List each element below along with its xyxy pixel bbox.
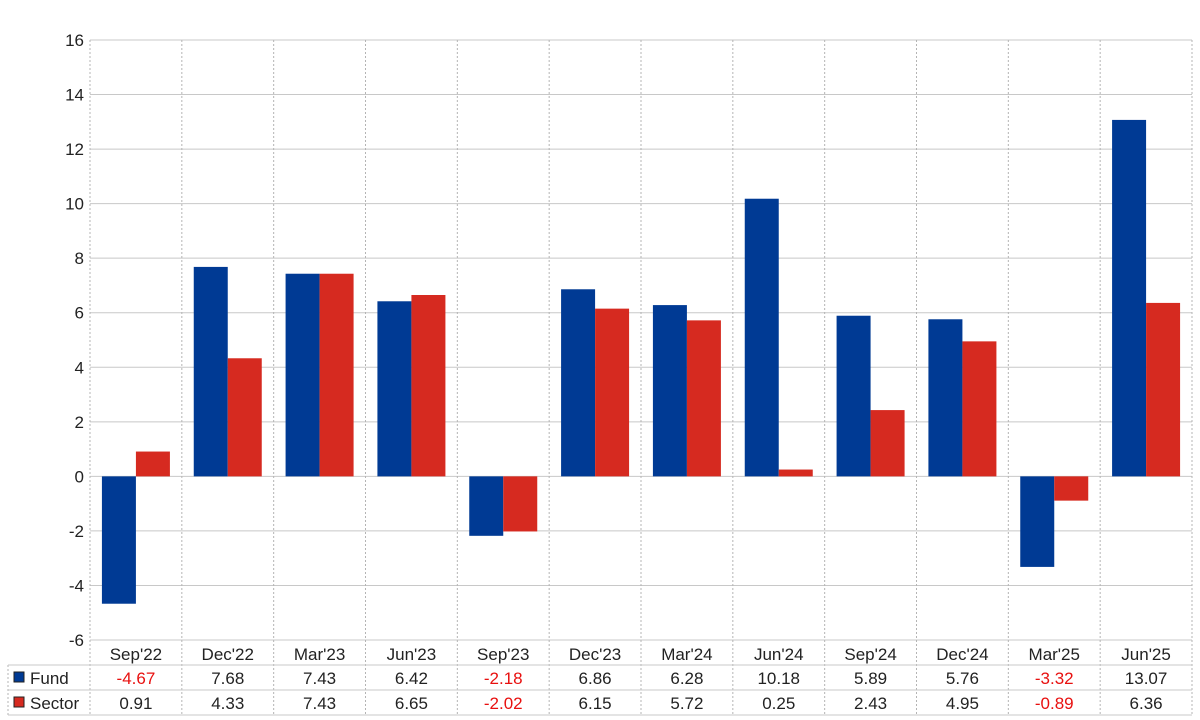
y-tick-label: 4 — [75, 358, 84, 377]
category-label: Sep'24 — [844, 645, 896, 664]
table-cell: 7.43 — [303, 669, 336, 688]
table-cell: 0.91 — [119, 694, 152, 713]
bar-sector-10 — [1054, 476, 1089, 501]
bar-fund-9 — [928, 319, 963, 477]
bar-fund-1 — [193, 266, 228, 477]
bar-sector-5 — [595, 308, 630, 477]
y-tick-label: 14 — [65, 86, 84, 105]
table-cell: -2.18 — [484, 669, 523, 688]
legend-label-sector: Sector — [30, 694, 79, 713]
category-label: Mar'25 — [1029, 645, 1080, 664]
legend-swatch-fund — [13, 671, 25, 683]
category-label: Jun'24 — [754, 645, 804, 664]
bar-sector-7 — [778, 469, 813, 477]
y-tick-label: 12 — [65, 140, 84, 159]
y-tick-label: -6 — [69, 631, 84, 650]
bar-fund-4 — [469, 476, 504, 536]
y-tick-label: 10 — [65, 195, 84, 214]
category-label: Sep'23 — [477, 645, 529, 664]
table-cell: 6.42 — [395, 669, 428, 688]
bar-sector-1 — [227, 358, 262, 477]
table-cell: 4.33 — [211, 694, 244, 713]
category-label: Jun'25 — [1121, 645, 1171, 664]
table-cell: 5.76 — [946, 669, 979, 688]
table-cell: -3.32 — [1035, 669, 1074, 688]
bar-fund-11 — [1112, 119, 1147, 477]
bars — [101, 119, 1181, 604]
table-cell: 10.18 — [757, 669, 800, 688]
legend-swatch-sector — [13, 696, 25, 708]
table-cell: 5.89 — [854, 669, 887, 688]
category-label: Mar'24 — [661, 645, 712, 664]
bar-fund-2 — [285, 273, 320, 477]
data-table: Sep'22 Dec'22 Mar'23 Jun'23 Sep'23 Dec'23 Mar'… — [13, 645, 1171, 713]
y-axis-ticks: 16 14 12 10 8 6 4 2 0 -2 -4 -6 — [65, 31, 84, 650]
table-cell: -0.89 — [1035, 694, 1074, 713]
bar-sector-4 — [503, 476, 538, 532]
category-label: Dec'24 — [936, 645, 988, 664]
bar-fund-8 — [836, 315, 871, 477]
category-label: Dec'23 — [569, 645, 621, 664]
category-label: Dec'22 — [202, 645, 254, 664]
bar-sector-9 — [962, 341, 997, 477]
table-cell: 6.65 — [395, 694, 428, 713]
table-cell: 2.43 — [854, 694, 887, 713]
category-label: Mar'23 — [294, 645, 345, 664]
y-tick-label: -2 — [69, 522, 84, 541]
legend-label-fund: Fund — [30, 669, 69, 688]
table-cell: 4.95 — [946, 694, 979, 713]
bar-fund-10 — [1020, 476, 1055, 567]
table-cell: 0.25 — [762, 694, 795, 713]
table-cell: 6.36 — [1130, 694, 1163, 713]
table-cell: 5.72 — [670, 694, 703, 713]
table-cell: 6.28 — [670, 669, 703, 688]
bar-sector-0 — [135, 451, 170, 477]
category-label: Sep'22 — [110, 645, 162, 664]
table-cell: 7.43 — [303, 694, 336, 713]
bar-sector-2 — [319, 273, 354, 477]
table-cell: -4.67 — [117, 669, 156, 688]
bar-fund-7 — [744, 198, 779, 477]
bar-fund-0 — [101, 476, 136, 604]
bar-sector-11 — [1146, 302, 1181, 477]
table-cell: 6.15 — [579, 694, 612, 713]
bar-sector-8 — [870, 410, 905, 477]
y-tick-label: 0 — [75, 467, 84, 486]
bar-fund-3 — [377, 301, 412, 477]
y-tick-label: 16 — [65, 31, 84, 50]
bar-sector-6 — [686, 320, 721, 477]
y-tick-label: 8 — [75, 249, 84, 268]
grid — [7, 39, 1193, 716]
category-label: Jun'23 — [387, 645, 437, 664]
table-cell: 7.68 — [211, 669, 244, 688]
bar-sector-3 — [411, 295, 446, 477]
table-cell: 6.86 — [579, 669, 612, 688]
table-cell: 13.07 — [1125, 669, 1168, 688]
y-tick-label: 2 — [75, 413, 84, 432]
table-cell: -2.02 — [484, 694, 523, 713]
bar-fund-6 — [652, 305, 687, 477]
bar-fund-5 — [561, 289, 596, 477]
y-tick-label: -4 — [69, 576, 84, 595]
y-tick-label: 6 — [75, 304, 84, 323]
